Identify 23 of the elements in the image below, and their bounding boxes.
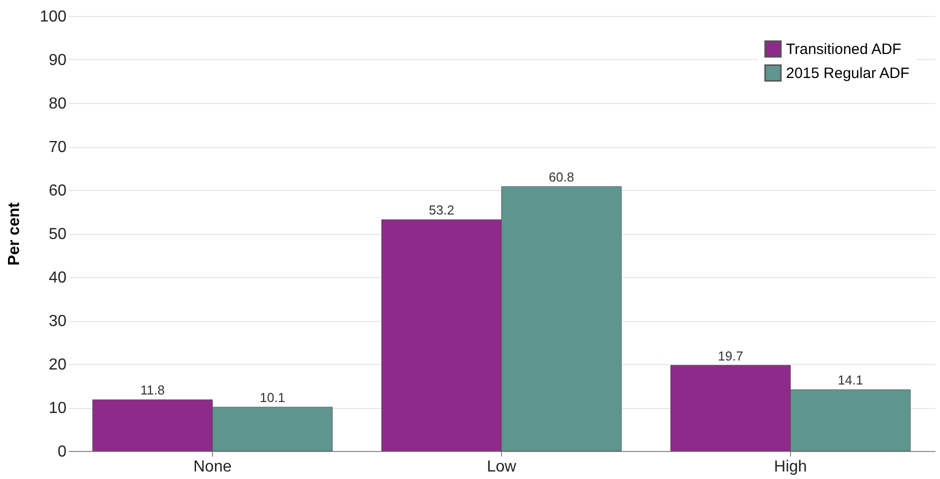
y-tick-label: 20 (48, 356, 67, 374)
data-label: 53.2 (428, 202, 454, 218)
x-tick-label: None (193, 458, 232, 476)
legend-label: Transitioned ADF (786, 41, 902, 58)
data-label: 60.8 (548, 170, 574, 185)
data-label: 11.8 (140, 382, 165, 398)
data-label: 19.7 (718, 348, 744, 364)
data-label: 14.1 (838, 372, 864, 388)
y-tick-label: 80 (48, 96, 67, 112)
y-axis-title: Per cent (6, 202, 23, 266)
y-tick-label: 0 (58, 444, 67, 460)
y-tick-label: 50 (48, 226, 67, 243)
x-tick-label: High (774, 458, 807, 476)
y-tick-label: 70 (48, 139, 67, 156)
y-tick-label: 40 (48, 270, 67, 286)
y-tick-label: 10 (48, 400, 67, 417)
legend-label: 2015 Regular ADF (786, 65, 910, 82)
y-tick-label: 100 (40, 8, 67, 26)
x-tick-label: Low (486, 458, 517, 476)
y-tick-label: 60 (48, 182, 67, 200)
data-label: 10.1 (260, 390, 286, 406)
y-tick-label: 90 (48, 52, 67, 69)
y-tick-label: 30 (48, 313, 67, 330)
